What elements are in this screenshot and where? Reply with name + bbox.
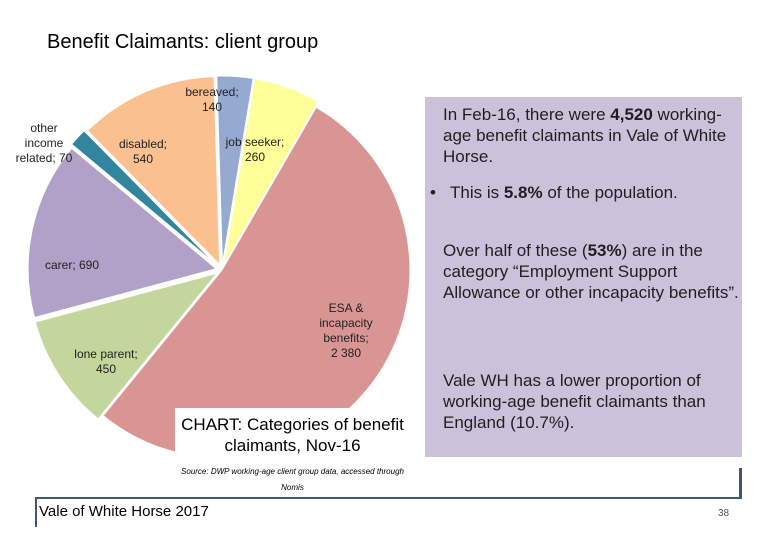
esa-share: 53% [587,241,622,260]
pie-slice-job-seeker [223,78,319,265]
info-bullet: This is 5.8% of the population. [450,183,740,203]
population-share: 5.8% [503,183,543,202]
para1-suffix: working-age benefit claimants in Vale of… [443,105,727,166]
footer-title: Vale of White Horse 2017 [39,503,209,520]
slice-label-esa-incapacity: ESA & incapacity benefits; 2 380 [319,301,372,360]
info-paragraph-2: Over half of these (53%) are in the cate… [443,240,743,303]
pie-slice-other-income [70,130,217,265]
slice-label-carer: carer; 690 [45,258,99,272]
pie-chart: bereaved; 140 job seeker; 260 ESA & incapacit… [16,75,411,459]
para2-suffix: ) are in the category “Employment Suppor… [443,241,739,302]
page-number: 38 [718,508,730,519]
chart-title: CHART: Categories of benefit claimants, … [181,415,404,455]
slice-label-other-income: other income related; 70 [16,121,73,165]
pie-slice-bereaved [216,75,254,265]
pie-slice-disabled [86,76,221,266]
slice-label-bereaved: bereaved; 140 [185,85,238,114]
slide-title: Benefit Claimants: client group [47,31,319,53]
bullet-suffix: of the population. [542,183,678,202]
chart-caption: CHART: Categories of benefit claimants, … [175,408,410,496]
slice-label-disabled: disabled; 540 [119,137,167,166]
info-paragraph-1: In Feb-16, there were 4,520 working-age … [443,104,743,167]
info-box [425,97,742,457]
bullet-prefix: This is [450,183,504,202]
para2-prefix: Over half of these ( [443,241,588,260]
slice-label-lone-parent: lone parent; 450 [74,347,137,376]
info-paragraph-3: Vale WH has a lower proportion of workin… [443,371,706,432]
pie-slice-carer [27,147,218,319]
para1-prefix: In Feb-16, there were [443,105,611,124]
claimant-count: 4,520 [610,105,653,124]
slice-label-job-seeker: job seeker; 260 [225,135,285,164]
bullet-icon: • [430,183,436,202]
footer-divider-right [739,468,742,499]
chart-source: Source: DWP working-age client group dat… [181,467,404,492]
footer-divider-left [35,497,37,527]
pie-slice-lone-parent [34,272,219,420]
footer-divider [35,497,740,499]
